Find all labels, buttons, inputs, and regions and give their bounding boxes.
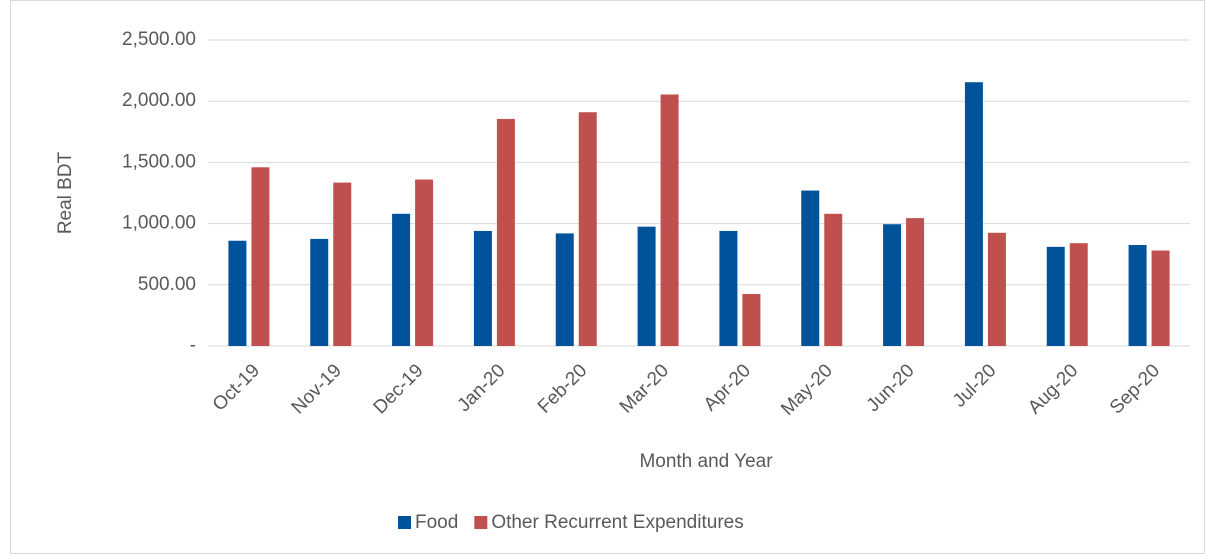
x-tick-label: Oct-19 bbox=[209, 360, 264, 415]
legend-label: Food bbox=[415, 512, 458, 533]
bar bbox=[228, 240, 247, 346]
y-tick-label: 500.00 bbox=[138, 274, 196, 295]
legend-swatch bbox=[474, 516, 488, 529]
bar bbox=[251, 167, 270, 346]
bar bbox=[742, 293, 761, 346]
bar bbox=[392, 213, 411, 346]
bar bbox=[310, 238, 329, 346]
y-axis-title: Real BDT bbox=[55, 151, 76, 234]
bar bbox=[415, 179, 434, 346]
x-tick-label: Aug-20 bbox=[1024, 360, 1082, 418]
x-tick-label: May-20 bbox=[777, 360, 837, 420]
bar bbox=[964, 82, 983, 346]
bar bbox=[578, 112, 597, 346]
bar bbox=[906, 218, 925, 346]
x-tick-label: Apr-20 bbox=[700, 360, 755, 415]
y-tick-label: 2,000.00 bbox=[122, 90, 196, 111]
y-tick-label: 1,500.00 bbox=[122, 151, 196, 172]
legend-swatch bbox=[398, 516, 411, 529]
bar bbox=[1128, 245, 1147, 346]
bar bbox=[660, 94, 679, 346]
bar bbox=[1046, 246, 1065, 346]
bar bbox=[824, 213, 843, 346]
bar bbox=[1151, 250, 1170, 346]
x-tick-label: Dec-19 bbox=[370, 360, 428, 418]
legend-label: Other Recurrent Expenditures bbox=[491, 512, 743, 533]
bar bbox=[1069, 243, 1088, 346]
bar bbox=[987, 232, 1006, 346]
y-tick-label: 1,000.00 bbox=[122, 213, 196, 234]
x-tick-label: Nov-19 bbox=[288, 360, 346, 418]
y-tick-label: - bbox=[190, 335, 196, 356]
x-tick-label: Feb-20 bbox=[534, 360, 591, 417]
x-tick-label: Mar-20 bbox=[616, 360, 673, 417]
x-tick-label: Jul-20 bbox=[949, 360, 1000, 411]
bar bbox=[719, 230, 738, 346]
bar bbox=[333, 182, 352, 346]
x-tick-label: Jan-20 bbox=[454, 360, 510, 416]
bar bbox=[555, 233, 574, 346]
x-tick-label: Jun-20 bbox=[863, 360, 919, 416]
bar bbox=[496, 118, 515, 346]
y-tick-label: 2,500.00 bbox=[122, 29, 196, 50]
bar bbox=[473, 230, 492, 346]
bar bbox=[801, 190, 820, 346]
bar bbox=[637, 226, 656, 346]
x-axis-title: Month and Year bbox=[639, 451, 773, 472]
chart-frame bbox=[10, 0, 1205, 554]
bar bbox=[883, 224, 902, 346]
x-tick-label: Sep-20 bbox=[1106, 360, 1164, 418]
